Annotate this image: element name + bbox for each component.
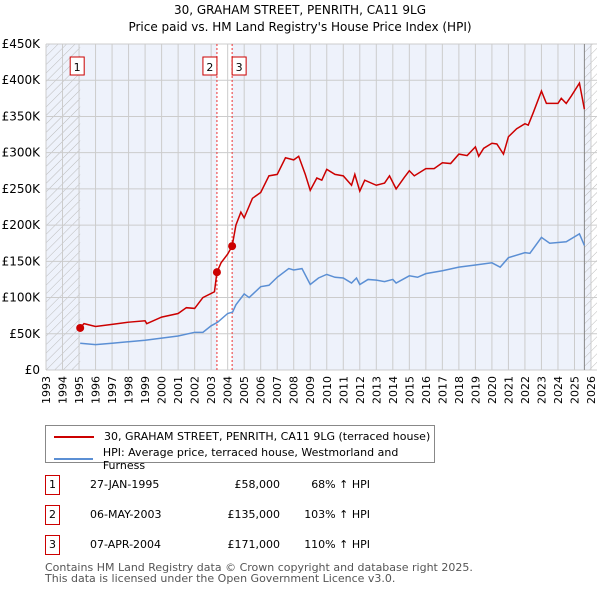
sale-row: 1 27-JAN-1995 £58,000 68% ↑ HPI xyxy=(45,475,445,495)
sale-marker-badge: 3 xyxy=(45,535,60,555)
y-tick-label: £250K xyxy=(2,182,42,196)
x-tick-label: 2008 xyxy=(288,376,301,404)
sale-point xyxy=(76,323,85,332)
legend-item-property: 30, GRAHAM STREET, PENRITH, CA11 9LG (te… xyxy=(54,430,430,443)
x-tick-label: 2001 xyxy=(172,376,185,404)
x-tick-label: 2021 xyxy=(502,376,515,404)
x-tick-label: 2015 xyxy=(403,376,416,404)
y-tick-label: £300K xyxy=(2,146,42,160)
sale-point xyxy=(228,242,237,251)
y-tick-label: £100K xyxy=(2,291,42,305)
x-tick-label: 2011 xyxy=(337,376,350,404)
y-tick-label: £200K xyxy=(2,218,42,232)
sale-price: £135,000 xyxy=(227,508,281,521)
x-tick-label: 2016 xyxy=(420,376,433,404)
sale-hpi: 103% ↑ HPI xyxy=(304,508,370,521)
plot-area: 1993 1994 1995 1996 1997 1998 1999 2000 2001 2002… xyxy=(2,37,598,404)
x-tick-label: 1998 xyxy=(123,376,136,404)
sale-point xyxy=(212,268,221,277)
x-tick-label: 1994 xyxy=(57,376,70,404)
x-tick-label: 1999 xyxy=(139,376,152,404)
x-tick-label: 2009 xyxy=(304,376,317,404)
series-line xyxy=(79,81,586,329)
x-tick-label: 2012 xyxy=(354,376,367,404)
x-tick-label: 1993 xyxy=(40,376,53,404)
sale-price: £171,000 xyxy=(227,538,281,551)
x-tick-label: 2007 xyxy=(271,376,284,404)
sale-price: £58,000 xyxy=(234,478,281,491)
sale-row: 3 07-APR-2004 £171,000 110% ↑ HPI xyxy=(45,535,445,555)
sale-label: 1 xyxy=(74,61,81,74)
y-tick-label: £150K xyxy=(2,254,42,268)
sale-label: 2 xyxy=(206,61,213,74)
sale-marker-badge: 2 xyxy=(45,505,60,525)
x-tick-label: 2000 xyxy=(156,376,169,404)
x-tick-label: 2020 xyxy=(486,376,499,404)
sale-date: 07-APR-2004 xyxy=(90,538,162,551)
x-tick-label: 2014 xyxy=(387,376,400,404)
y-tick-label: £350K xyxy=(2,109,42,123)
x-tick-label: 2005 xyxy=(238,376,251,404)
plot-background xyxy=(46,44,591,370)
sale-hpi: 110% ↑ HPI xyxy=(304,538,370,551)
x-tick-label: 2002 xyxy=(189,376,202,404)
x-tick-label: 2010 xyxy=(321,376,334,404)
y-tick-label: £450K xyxy=(2,37,42,51)
sale-label-box xyxy=(69,56,85,76)
legend-label: 30, GRAHAM STREET, PENRITH, CA11 9LG (te… xyxy=(104,430,431,443)
x-tick-label: 2024 xyxy=(552,376,565,404)
legend-swatch xyxy=(54,435,94,438)
sale-label: 3 xyxy=(236,61,243,74)
chart-title: 30, GRAHAM STREET, PENRITH, CA11 9LG xyxy=(173,3,426,17)
legend-label: HPI: Average price, terraced house, West… xyxy=(102,446,399,472)
sale-row: 2 06-MAY-2003 £135,000 103% ↑ HPI xyxy=(45,505,445,525)
sale-label-box xyxy=(231,56,247,76)
x-tick-label: 2018 xyxy=(453,376,466,404)
x-tick-label: 2003 xyxy=(205,376,218,404)
chart-subtitle: Price paid vs. HM Land Registry's House … xyxy=(128,20,472,34)
legend: 30, GRAHAM STREET, PENRITH, CA11 9LG (te… xyxy=(45,425,435,472)
sale-label-box xyxy=(202,56,218,76)
sale-period-band xyxy=(216,44,233,370)
x-tick-label: 1997 xyxy=(106,376,119,404)
x-tick-label: 2006 xyxy=(255,376,268,404)
sale-date: 06-MAY-2003 xyxy=(90,508,162,521)
x-tick-label: 2025 xyxy=(568,376,581,404)
sale-hpi: 68% ↑ HPI xyxy=(311,478,370,491)
footer-copyright: Contains HM Land Registry data © Crown c… xyxy=(45,561,473,574)
x-tick-label: 2017 xyxy=(436,376,449,404)
legend-swatch xyxy=(54,458,93,460)
x-tick-label: 2026 xyxy=(585,376,598,404)
x-tick-label: 1995 xyxy=(73,376,86,404)
x-tick-label: 1996 xyxy=(90,376,103,404)
x-tick-label: 2019 xyxy=(469,376,482,404)
x-tick-label: 2023 xyxy=(535,376,548,404)
y-tick-label: £0 xyxy=(25,363,40,377)
legend-item-hpi: HPI: Average price, terraced house, West… xyxy=(54,446,434,472)
sale-marker-badge: 1 xyxy=(45,475,60,495)
x-tick-label: 2013 xyxy=(370,376,383,404)
y-tick-label: £50K xyxy=(9,327,41,341)
footer-licence: This data is licensed under the Open Gov… xyxy=(45,572,396,585)
pre-data-hatch xyxy=(46,44,81,370)
sale-date: 27-JAN-1995 xyxy=(90,478,160,491)
y-tick-label: £400K xyxy=(2,73,42,87)
x-tick-label: 2022 xyxy=(519,376,532,404)
x-tick-label: 2004 xyxy=(222,376,235,404)
series-line xyxy=(80,232,586,346)
